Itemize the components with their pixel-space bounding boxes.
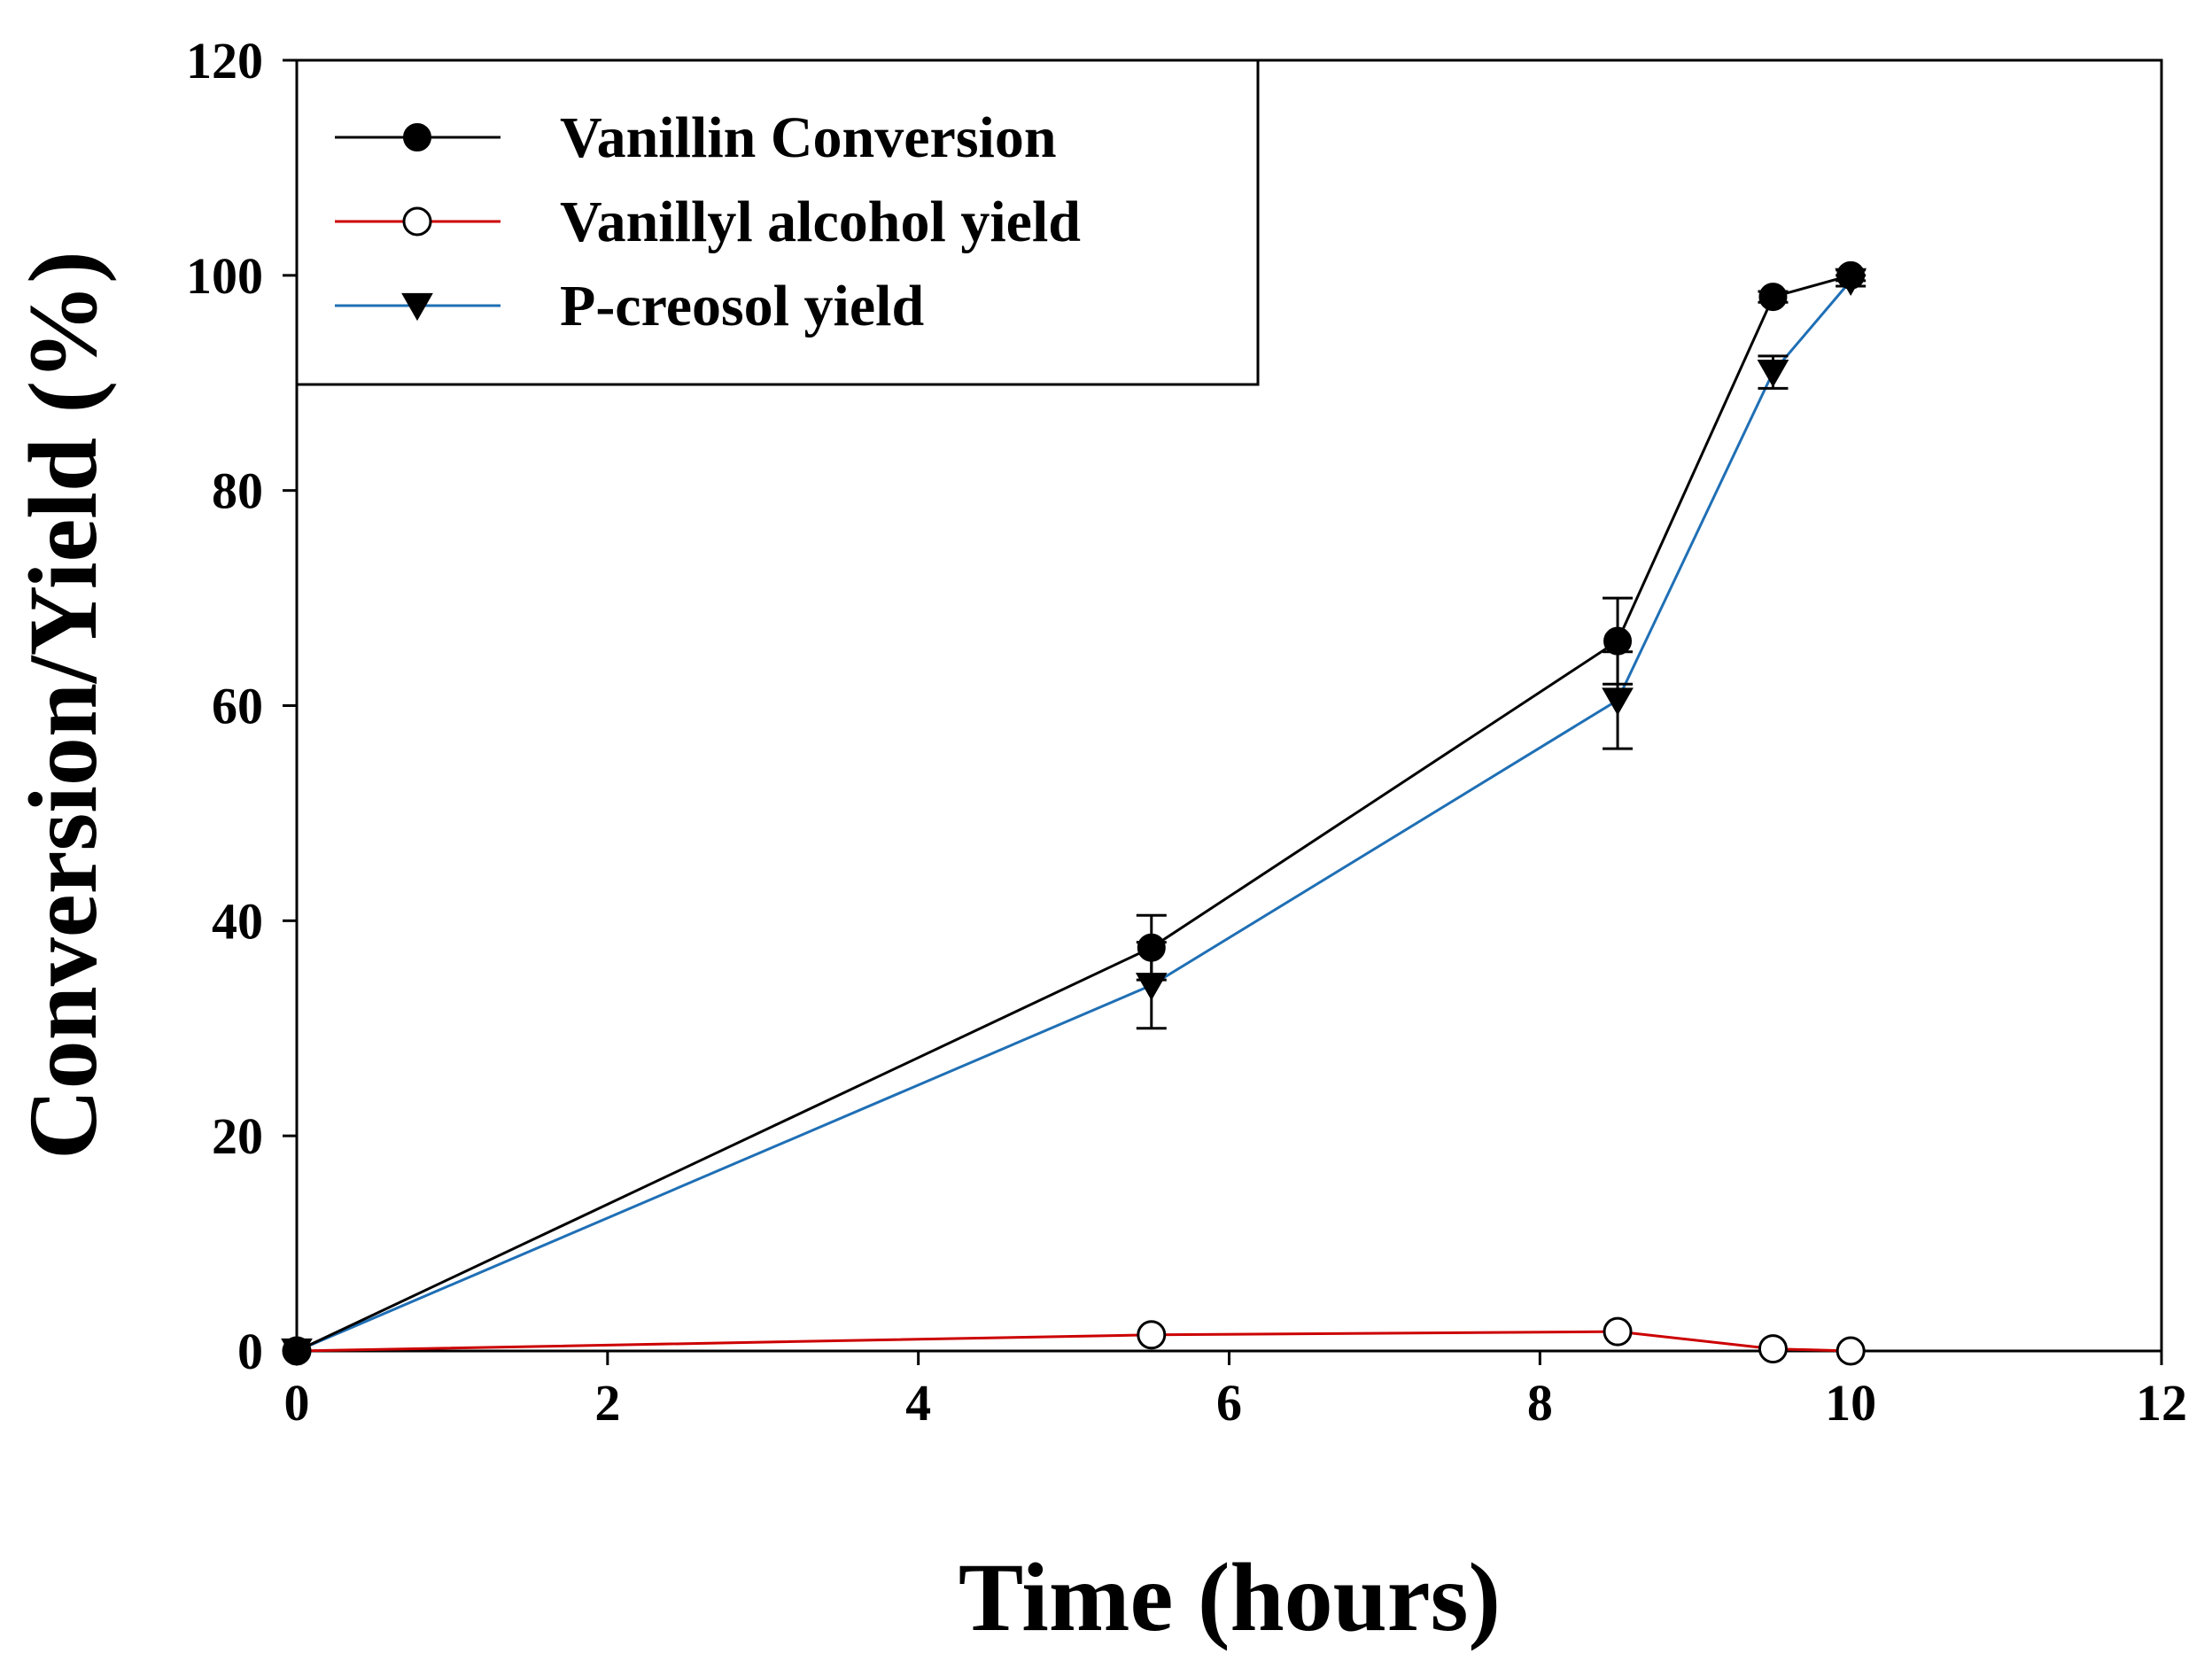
y-tick-label: 120 bbox=[186, 32, 263, 89]
x-axis-title: Time (hours) bbox=[959, 1543, 1501, 1651]
data-point bbox=[1137, 933, 1166, 962]
y-tick-label: 20 bbox=[212, 1107, 263, 1165]
series-layer bbox=[281, 260, 1867, 1367]
x-tick-label: 2 bbox=[594, 1374, 620, 1432]
data-point bbox=[1602, 687, 1634, 716]
y-tick-label: 40 bbox=[212, 892, 263, 950]
legend-label: Vanillyl alcohol yield bbox=[560, 190, 1081, 254]
series-vanillin-conversion bbox=[283, 260, 1867, 1365]
y-tick-label: 100 bbox=[186, 247, 263, 305]
data-point bbox=[1836, 1336, 1866, 1366]
x-axis: 0 2 4 6 8 10 12 bbox=[284, 1351, 2187, 1432]
data-point bbox=[283, 1337, 311, 1365]
legend-marker bbox=[402, 206, 432, 237]
legend: Vanillin Conversion Vanillyl alcohol yiel… bbox=[295, 58, 1260, 386]
data-point bbox=[1758, 1334, 1788, 1364]
series-vanillyl-alcohol-yield bbox=[282, 1316, 1866, 1366]
x-tick-label: 4 bbox=[905, 1374, 931, 1432]
data-point bbox=[1758, 283, 1788, 312]
x-tick-label: 12 bbox=[2136, 1374, 2187, 1432]
x-tick-label: 10 bbox=[1825, 1374, 1876, 1432]
legend-label: Vanillin Conversion bbox=[560, 105, 1057, 170]
data-point bbox=[1603, 1316, 1633, 1347]
y-axis-title: Conversion/Yield (%) bbox=[9, 251, 117, 1160]
legend-marker bbox=[401, 292, 433, 322]
data-point bbox=[1836, 260, 1866, 290]
data-point bbox=[1603, 626, 1633, 656]
x-tick-label: 8 bbox=[1527, 1374, 1553, 1432]
legend-marker bbox=[403, 123, 431, 151]
y-axis: 0 20 40 60 80 100 120 bbox=[186, 32, 297, 1380]
y-tick-label: 60 bbox=[212, 678, 263, 735]
y-tick-label: 0 bbox=[237, 1323, 263, 1380]
data-point bbox=[1137, 1320, 1167, 1350]
legend-label: P-creosol yield bbox=[560, 274, 924, 338]
x-tick-label: 6 bbox=[1216, 1374, 1242, 1432]
x-tick-label: 0 bbox=[284, 1374, 310, 1432]
y-tick-label: 80 bbox=[212, 462, 263, 520]
data-point bbox=[1757, 360, 1789, 388]
